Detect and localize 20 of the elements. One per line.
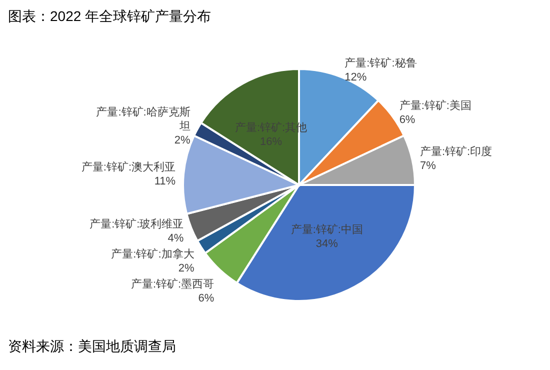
text: 资料来源：美国地质调查局 — [8, 338, 176, 356]
data-label: 6% — [399, 114, 416, 126]
slice-label: 产量:锌矿:中国 — [290, 222, 364, 236]
data-label: 2% — [174, 134, 191, 146]
slice-label: 产量:锌矿:秘鲁 — [344, 56, 417, 70]
slice-label: 产量:锌矿:澳大利亚 — [81, 160, 176, 174]
slice-label: 产量:锌矿:美国 — [399, 99, 472, 112]
slice-label: 产量:锌矿:加拿大 — [111, 248, 194, 261]
slice-label: 产量:锌矿:玻利维亚 — [90, 218, 184, 231]
data-label: 12% — [344, 72, 367, 84]
slice-label: 产量:锌矿:哈萨克斯坦 — [96, 105, 190, 132]
data-label: 11% — [154, 175, 176, 188]
slice-label: 产量:锌矿:墨西哥 — [130, 278, 214, 291]
chart-title: 图表：2022 年全球锌矿产量分布 — [8, 8, 212, 26]
data-label: 7% — [420, 160, 436, 172]
data-label: 2% — [178, 262, 195, 275]
data-label: 6% — [198, 292, 214, 305]
data-label: 4% — [168, 232, 184, 245]
slice-label: 产量:锌矿:印度 — [420, 144, 492, 158]
data-label: 34% — [316, 238, 338, 250]
